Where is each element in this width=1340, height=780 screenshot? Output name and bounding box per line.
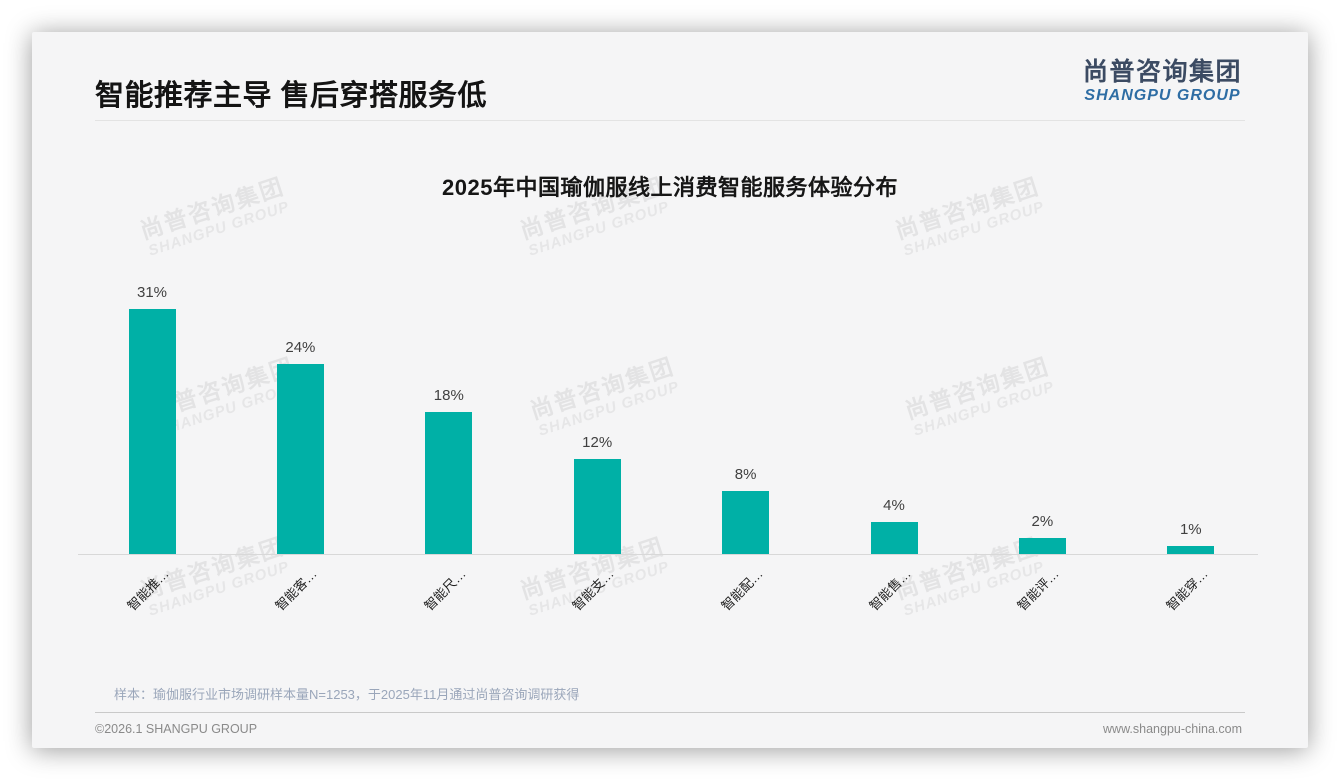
bar bbox=[425, 412, 473, 554]
bar-value-label: 2% bbox=[1031, 513, 1054, 530]
bar bbox=[276, 364, 324, 554]
x-axis-label: 智能配… bbox=[717, 566, 766, 614]
sample-note: 样本：瑜伽服行业市场调研样本量N=1253，于2025年11月通过尚普咨询调研获… bbox=[114, 687, 580, 702]
x-axis-label: 智能推… bbox=[124, 566, 172, 614]
x-axis-label: 智能客… bbox=[272, 566, 321, 614]
x-axis-label: 智能评… bbox=[1014, 566, 1063, 614]
bar-value-label: 12% bbox=[582, 434, 613, 451]
footer: ©2026.1 SHANGPU GROUP www.shangpu-china.… bbox=[95, 722, 1242, 736]
bar-value-label: 18% bbox=[433, 387, 464, 404]
page-title: 智能推荐主导 售后穿搭服务低 bbox=[95, 80, 488, 112]
x-axis-label: 智能尺… bbox=[421, 566, 469, 614]
bar bbox=[128, 309, 176, 554]
logo-english-text: SHANGPU GROUP bbox=[1084, 87, 1241, 104]
bar bbox=[1167, 546, 1215, 554]
footer-divider bbox=[95, 712, 1245, 713]
logo-chinese-text: 尚普咨询集团 bbox=[1082, 58, 1242, 86]
bar-value-label: 4% bbox=[883, 497, 905, 514]
bar bbox=[870, 522, 918, 554]
bar bbox=[722, 491, 770, 554]
bar bbox=[573, 459, 621, 554]
website-text: www.shangpu-china.com bbox=[1103, 722, 1242, 736]
x-axis-line bbox=[78, 554, 1258, 555]
company-logo: 尚普咨询集团 SHANGPU GROUP bbox=[1083, 60, 1242, 104]
chart-title: 2025年中国瑜伽服线上消费智能服务体验分布 bbox=[442, 175, 898, 200]
x-axis-label: 智能支… bbox=[569, 566, 617, 614]
x-axis-label: 智能穿… bbox=[1163, 566, 1211, 614]
bar-chart: 31% 智能推… 24% 智能客… 18% 智能尺… 12% 智能支… 8% 智能配… 4% 智能售…… bbox=[32, 32, 1308, 748]
header-divider bbox=[95, 120, 1245, 121]
bar-value-label: 24% bbox=[285, 339, 316, 356]
x-axis-label: 智能售… bbox=[866, 566, 914, 614]
bar-value-label: 1% bbox=[1179, 521, 1202, 538]
slide-card: 智能推荐主导 售后穿搭服务低 尚普咨询集团 SHANGPU GROUP 2025… bbox=[32, 32, 1308, 748]
copyright-text: ©2026.1 SHANGPU GROUP bbox=[95, 722, 258, 736]
bar-value-label: 31% bbox=[136, 284, 168, 301]
bar bbox=[1018, 538, 1066, 554]
bar-value-label: 8% bbox=[734, 466, 757, 483]
